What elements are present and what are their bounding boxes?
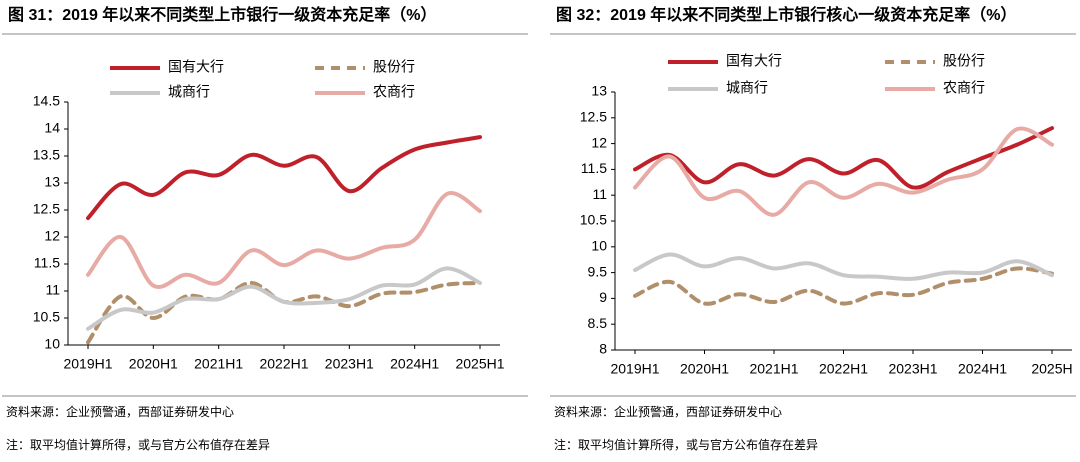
x-tick-label: 2024H1 <box>390 356 439 372</box>
x-tick-label: 2024H1 <box>958 361 1007 377</box>
x-tick-label: 2022H1 <box>259 356 308 372</box>
x-tick-label: 2023H1 <box>888 361 937 377</box>
y-tick-label: 11 <box>592 186 607 202</box>
y-tick-label: 12 <box>44 228 60 244</box>
x-tick-label: 2025H <box>1031 361 1072 377</box>
legend-label: 城商行 <box>726 80 768 96</box>
y-tick-label: 12 <box>591 134 607 150</box>
legend-label: 农商行 <box>943 80 985 96</box>
line-series <box>86 135 482 221</box>
source: 资料来源：企业预警通，西部证券研发中心 <box>554 404 782 419</box>
y-tick-label: 9 <box>599 289 607 305</box>
legend-label: 股份行 <box>943 53 985 69</box>
x-tick-label: 2020H1 <box>680 361 729 377</box>
legend-label: 国有大行 <box>726 53 782 69</box>
line-series <box>86 266 482 331</box>
source: 资料来源：企业预警通，西部证券研发中心 <box>6 404 234 419</box>
y-tick-label: 14.5 <box>33 93 60 109</box>
legend-label: 股份行 <box>373 59 415 75</box>
x-tick-label: 2023H1 <box>325 356 374 372</box>
y-tick-label: 11.5 <box>34 255 60 271</box>
y-tick-label: 8.5 <box>588 315 608 331</box>
chart-title: 图 31：2019 年以来不同类型上市银行一级资本充足率（%） <box>8 5 437 24</box>
y-tick-label: 12.5 <box>33 201 60 217</box>
x-tick-label: 2019H1 <box>610 361 659 377</box>
legend-label: 农商行 <box>373 84 415 100</box>
line-series <box>633 126 1054 190</box>
line-series <box>633 266 1054 306</box>
y-tick-label: 14 <box>44 120 60 136</box>
line-series <box>633 252 1054 281</box>
legend-label: 国有大行 <box>168 59 224 75</box>
y-tick-label: 10.5 <box>580 212 607 228</box>
chart-title: 图 32：2019 年以来不同类型上市银行核心一级资本充足率（%） <box>556 5 1017 24</box>
x-tick-label: 2021H1 <box>194 356 243 372</box>
y-tick-label: 13.5 <box>33 147 60 163</box>
y-tick-label: 8 <box>599 341 607 357</box>
legend-label: 城商行 <box>168 84 210 100</box>
x-tick-label: 2025H1 <box>455 356 504 372</box>
y-tick-label: 10 <box>44 336 60 352</box>
x-tick-label: 2022H1 <box>819 361 868 377</box>
x-tick-label: 2020H1 <box>129 356 178 372</box>
y-tick-label: 12.5 <box>580 109 607 125</box>
note: 注：取平均值计算所得，或与官方公布值存在差异 <box>6 437 270 452</box>
y-tick-label: 9.5 <box>588 263 608 279</box>
line-series <box>86 191 482 289</box>
y-tick-label: 13 <box>591 83 607 99</box>
y-tick-label: 10 <box>591 238 607 254</box>
line-series <box>633 126 1054 217</box>
note: 注：取平均值计算所得，或与官方公布值存在差异 <box>554 437 818 452</box>
y-tick-label: 13 <box>44 174 60 190</box>
y-tick-label: 11.5 <box>581 160 607 176</box>
x-tick-label: 2019H1 <box>63 356 112 372</box>
y-tick-label: 11 <box>45 282 60 298</box>
y-tick-label: 10.5 <box>33 309 60 325</box>
x-tick-label: 2021H1 <box>749 361 798 377</box>
